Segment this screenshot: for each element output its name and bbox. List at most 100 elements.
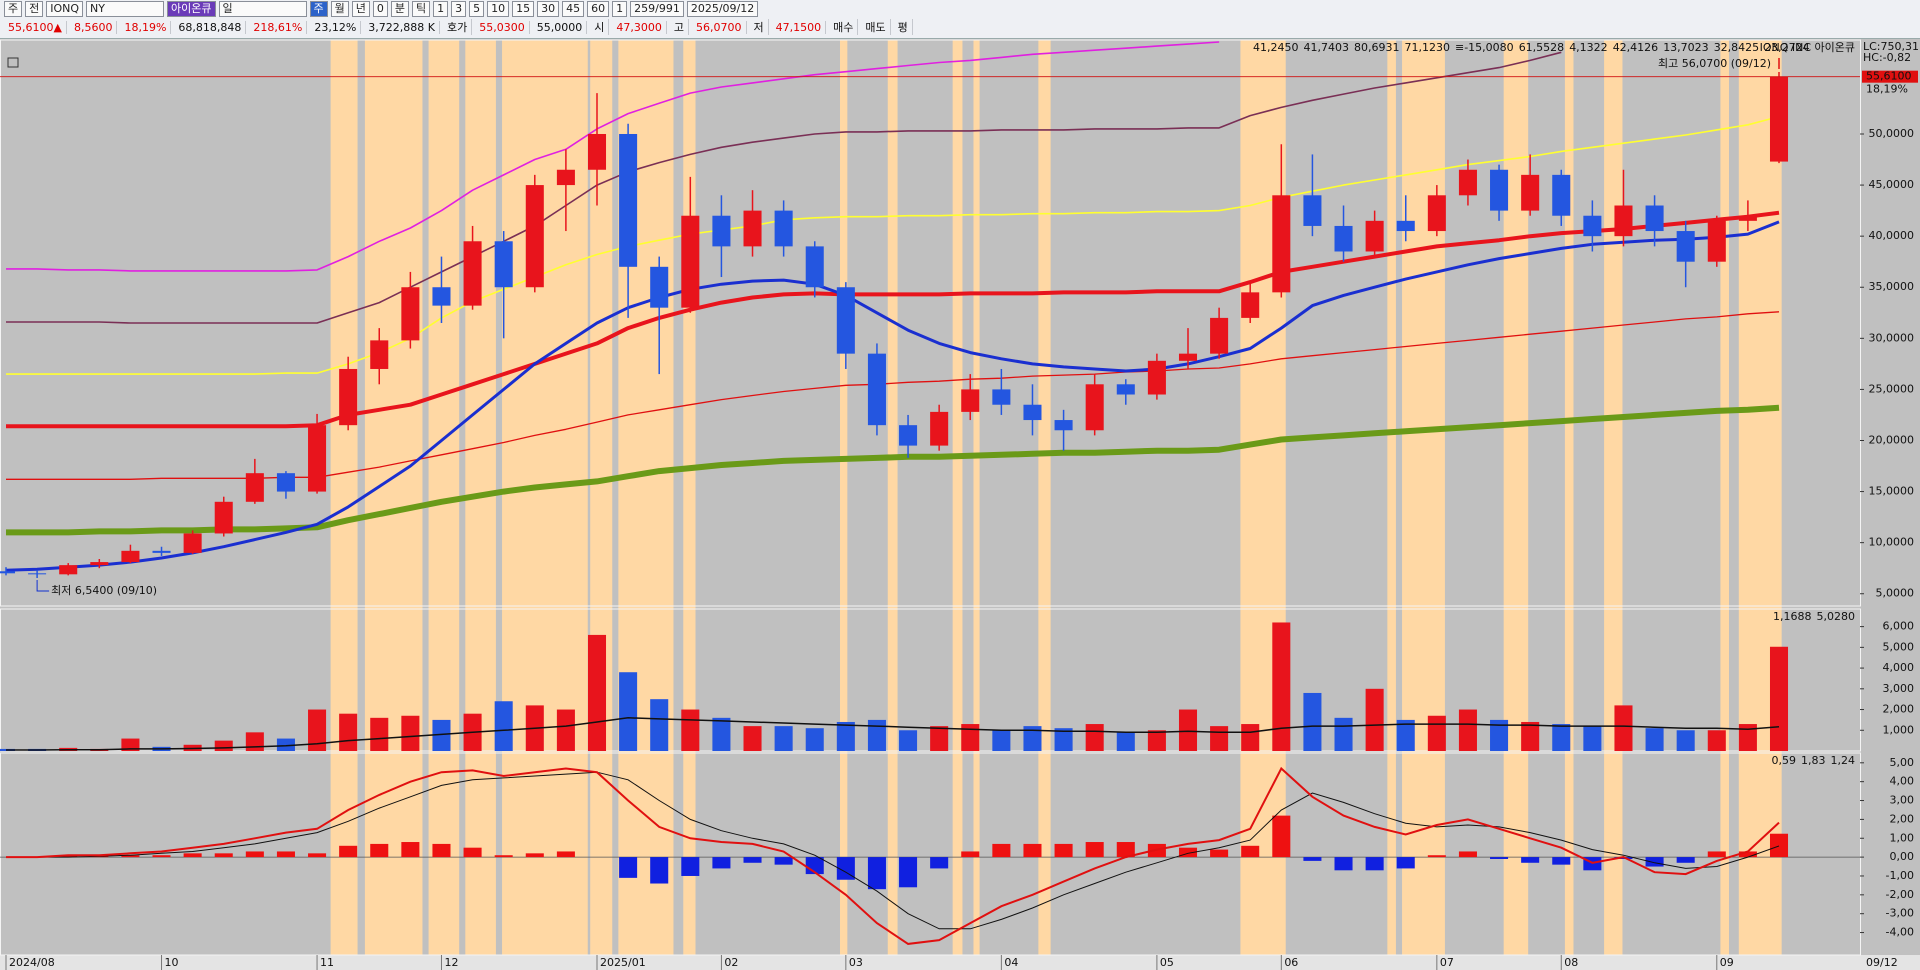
candle-body: [401, 287, 420, 341]
oscillator-bar: [1490, 857, 1509, 859]
toolbar-button[interactable]: 2025/09/12: [686, 1, 759, 17]
toolbar-button[interactable]: 3: [451, 1, 467, 17]
oscillator-bar: [1645, 857, 1664, 867]
oscillator-bar: [836, 857, 855, 880]
volume-bar: [899, 730, 918, 751]
highlight-band: [952, 40, 963, 955]
toolbar-button[interactable]: 일: [218, 1, 307, 17]
current-date-label: 09/12: [1866, 956, 1898, 969]
toolbar-button[interactable]: 1: [612, 1, 628, 17]
highlight-band: [590, 40, 613, 955]
candle-body: [1365, 220, 1384, 252]
toolbar-button[interactable]: 10: [487, 1, 510, 17]
toolbar-button[interactable]: 틱: [412, 1, 431, 17]
toolbar-button[interactable]: 30: [537, 1, 560, 17]
highlight-band: [887, 40, 898, 955]
quote-field: 218,61%: [249, 20, 308, 34]
y-tick-label: 5,00: [1890, 756, 1915, 769]
candle-body: [836, 287, 855, 354]
indicator-value: 23,2724: [1764, 41, 1810, 54]
toolbar-button[interactable]: 60: [587, 1, 610, 17]
toolbar-button[interactable]: NY: [86, 1, 165, 17]
oscillator-bar: [556, 851, 575, 858]
candle-body: [930, 411, 949, 446]
high-annotation: 최고 56,0700 (09/12): [1658, 57, 1771, 70]
oscillator-bar: [1396, 857, 1415, 869]
candle-body: [1334, 225, 1353, 252]
candle-body: [0, 571, 16, 574]
oscillator-bar: [494, 855, 513, 858]
candle-body: [1645, 205, 1664, 232]
candle-body: [1583, 215, 1602, 237]
quote-field: 저: [750, 19, 769, 35]
x-tick-label: 09: [1720, 956, 1734, 969]
y-tick-label: 4,00: [1890, 775, 1915, 788]
oscillator-bar: [1023, 843, 1042, 858]
toolbar-button[interactable]: 259/991: [630, 1, 684, 17]
highlight-band: [502, 40, 588, 955]
indicator-value: 13,7023: [1663, 41, 1709, 54]
oscillator-bar: [1738, 851, 1757, 858]
y-tick-label: 3,000: [1883, 682, 1915, 695]
y-tick-label: 5,000: [1883, 640, 1915, 653]
candle-body: [587, 133, 607, 170]
quote-field: 55,0000: [533, 20, 588, 34]
indicator-value: ≡-15,0080: [1455, 41, 1514, 54]
quote-field: 8,5600: [70, 20, 118, 34]
last-price-label: 55,6100: [1866, 70, 1912, 83]
toolbar-button[interactable]: 분: [390, 1, 410, 17]
toolbar-button[interactable]: 월: [330, 1, 349, 17]
toolbar-button[interactable]: 5: [469, 1, 485, 17]
toolbar-button[interactable]: 전: [25, 1, 44, 17]
volume-bar: [556, 709, 575, 751]
quote-field: 55,6100▲: [4, 20, 67, 34]
toolbar-button[interactable]: 15: [512, 1, 535, 17]
candle-body: [28, 573, 47, 575]
volume-bar: [1490, 719, 1509, 751]
volume-bar: [1583, 726, 1602, 751]
volume-bar: [1676, 730, 1695, 751]
volume-bar: [1054, 728, 1073, 751]
indicator-value: 61,5528: [1519, 41, 1565, 54]
toolbar-button[interactable]: 주: [4, 1, 23, 17]
oscillator-bar: [183, 853, 202, 858]
oscillator-bar: [930, 857, 949, 869]
volume-bar: [1552, 724, 1571, 751]
toolbar-button[interactable]: 0: [372, 1, 388, 17]
candle-body: [1147, 360, 1166, 395]
candle-body: [992, 389, 1011, 405]
moving-average: [6, 115, 1780, 375]
quote-row: 55,6100▲ 8,5600 18,19% 68,818,848 218,61% 23,…: [0, 18, 1920, 36]
toolbar-button[interactable]: 주: [309, 1, 328, 17]
toolbar-button[interactable]: 년: [351, 1, 370, 17]
volume-bar: [494, 701, 513, 751]
indicator-value: 41,2450: [1253, 41, 1299, 54]
toolbar-button[interactable]: 아이온큐: [167, 1, 216, 17]
indicator-value: 41,7403: [1304, 41, 1350, 54]
candle-body: [1023, 404, 1042, 421]
highlight-band: [1038, 40, 1051, 955]
highlight-band: [364, 40, 423, 955]
oscillator-bar: [1707, 851, 1726, 858]
oscillator-bar: [401, 842, 420, 858]
candle-body: [1210, 317, 1229, 354]
oscillator-bar: [1085, 842, 1104, 858]
oscillator-bar: [1676, 857, 1695, 863]
panel-header-value: 1,83: [1801, 754, 1826, 767]
volume-bar: [867, 719, 886, 751]
candle-body: [1458, 169, 1477, 196]
panel-header-value: 0,59: [1772, 754, 1797, 767]
toolbar-button[interactable]: IONQ: [46, 1, 84, 17]
quote-field: 55,0300: [475, 20, 530, 34]
toolbar-button[interactable]: 1: [433, 1, 449, 17]
indicator-value: 42,4126: [1613, 41, 1659, 54]
candle-body: [1427, 195, 1446, 232]
moving-average: [6, 51, 1562, 324]
oscillator-bar: [214, 853, 233, 858]
volume-bar: [587, 634, 607, 751]
candle-body: [59, 565, 78, 575]
toolbar-button[interactable]: 45: [562, 1, 585, 17]
oscillator-bar: [1427, 855, 1446, 858]
indicator-value: 32,8425: [1714, 41, 1760, 54]
candle-body: [899, 425, 918, 446]
